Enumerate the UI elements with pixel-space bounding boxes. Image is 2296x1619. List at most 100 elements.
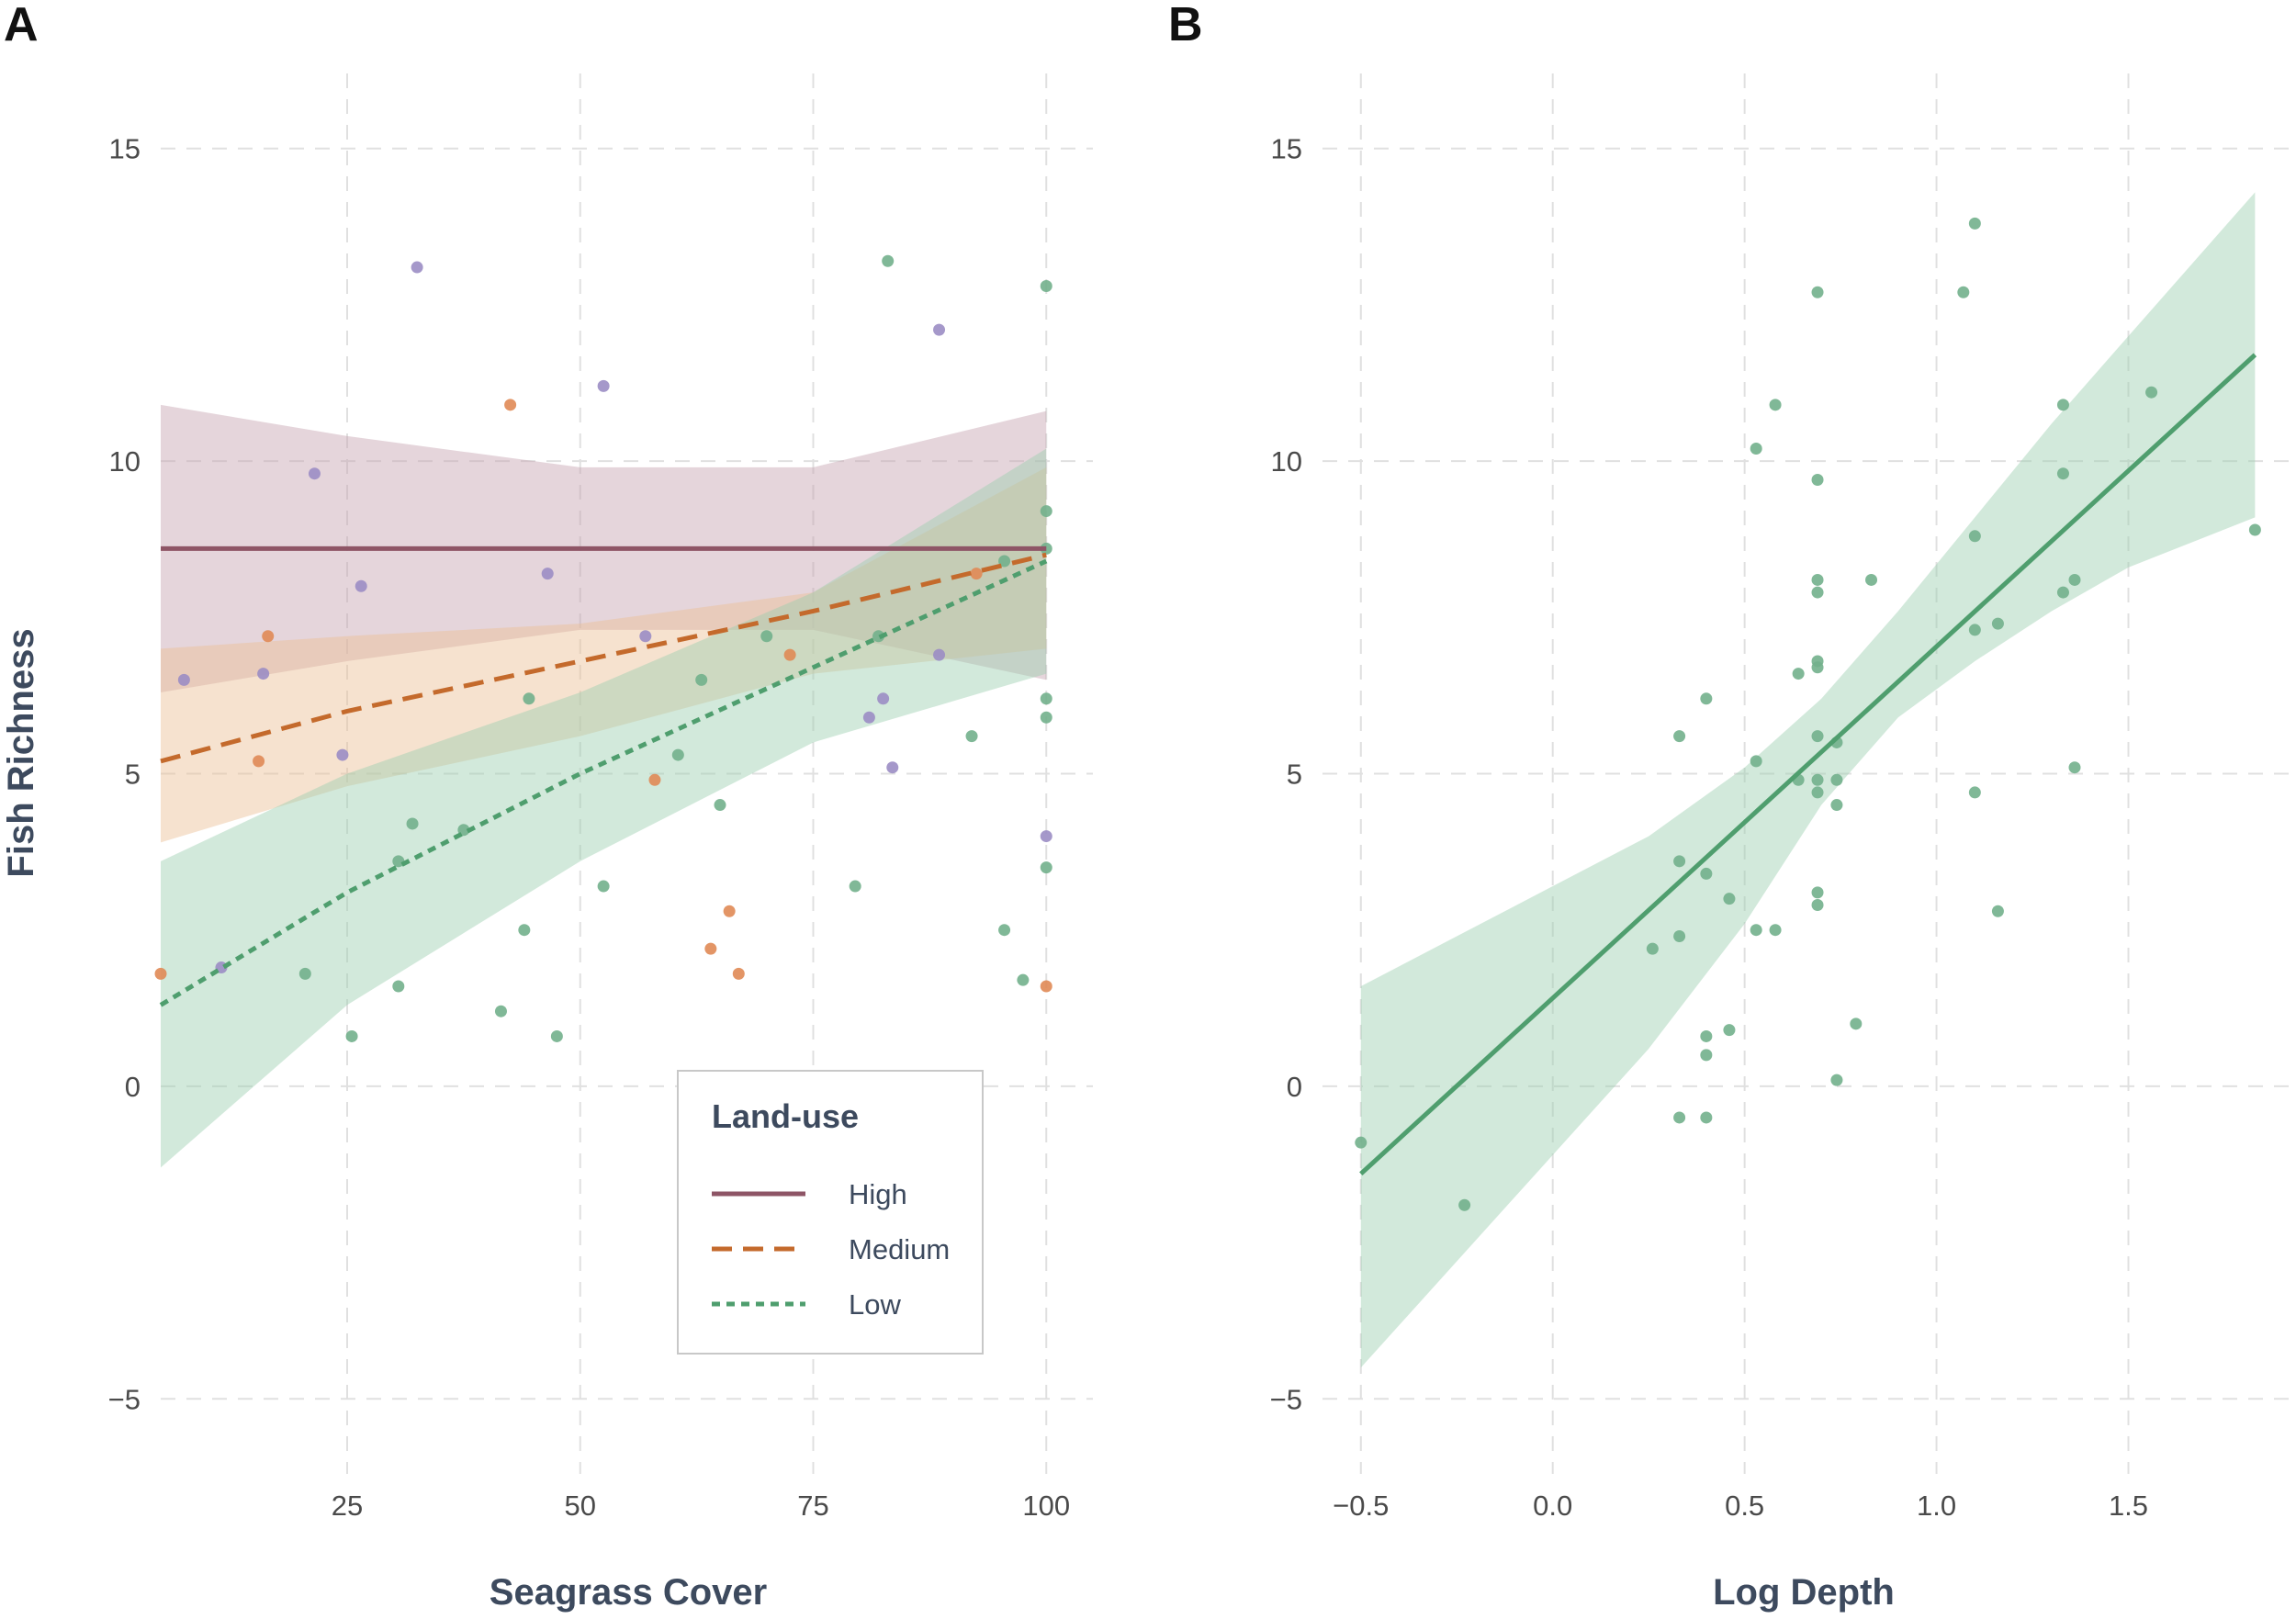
data-point-high (933, 323, 946, 336)
panel-a-confidence-bands (161, 404, 1047, 1168)
y-tick-label: −5 (108, 1383, 141, 1415)
data-point-low (523, 692, 535, 705)
data-point-high (177, 673, 190, 686)
panel-b-fit-line (1359, 353, 2257, 1176)
data-point-log-depth-fit (1811, 573, 1824, 586)
data-point-low (550, 1029, 563, 1042)
data-point-medium (704, 942, 717, 955)
panel-a-label: A (4, 0, 39, 51)
panel-a: A 25 50 75 100 −5 0 5 10 15 Seagrass Cover Fish … (1, 0, 1093, 1613)
data-point-log-depth-fit (1850, 1017, 1863, 1030)
data-point-log-depth-fit (1811, 474, 1824, 487)
data-point-low (1017, 973, 1030, 986)
y-tick-label: 15 (1271, 133, 1302, 165)
y-tick-label: 10 (109, 445, 141, 478)
data-point-log-depth-fit (1968, 217, 1981, 230)
y-tick-label: 15 (109, 133, 141, 165)
data-point-log-depth-fit (1957, 286, 1970, 298)
data-point-log-depth-fit (1968, 786, 1981, 799)
data-point-log-depth-fit (1750, 442, 1762, 455)
ci-band-log-depth-fit (1360, 192, 2256, 1368)
data-point-medium (723, 905, 736, 917)
data-point-log-depth-fit (1968, 530, 1981, 543)
data-point-medium (648, 773, 661, 786)
data-point-low (882, 254, 895, 267)
data-point-medium (504, 399, 517, 411)
data-point-log-depth-fit (1865, 573, 1878, 586)
x-tick-label: 100 (1022, 1490, 1070, 1522)
data-point-medium (253, 755, 265, 768)
data-point-log-depth-fit (1811, 661, 1824, 674)
data-point-log-depth-fit (1750, 755, 1762, 768)
panel-b-label: B (1168, 0, 1203, 51)
data-point-log-depth-fit (1458, 1198, 1471, 1211)
panel-a-gridlines (161, 73, 1093, 1474)
x-tick-label: 1.0 (1917, 1490, 1956, 1522)
panel-b-x-axis-title: Log Depth (1713, 1572, 1895, 1613)
data-point-low (872, 630, 885, 643)
data-point-low (1040, 861, 1052, 874)
legend-label-medium: Medium (849, 1233, 950, 1265)
data-point-low (1040, 505, 1052, 518)
data-point-high (933, 648, 946, 661)
x-tick-label: −0.5 (1333, 1490, 1389, 1522)
data-point-log-depth-fit (1700, 692, 1713, 705)
y-tick-label: 0 (125, 1071, 141, 1103)
data-point-high (308, 467, 321, 480)
data-point-log-depth-fit (1673, 1111, 1686, 1124)
data-point-low (849, 880, 861, 893)
ci-band-low (161, 448, 1047, 1168)
data-point-high (597, 379, 610, 392)
panel-b-tick-labels: −0.5 0.0 0.5 1.0 1.5 −5 0 5 10 15 (1270, 133, 2148, 1522)
data-point-medium (154, 967, 167, 980)
panel-b-gridlines (1322, 73, 2290, 1474)
data-point-log-depth-fit (1700, 1029, 1713, 1042)
legend-label-low: Low (849, 1288, 901, 1321)
panel-a-tick-labels: 25 50 75 100 −5 0 5 10 15 (108, 133, 1070, 1522)
fit-line-log-depth-fit (1359, 353, 2257, 1176)
data-point-log-depth-fit (2056, 399, 2069, 411)
y-tick-label: 5 (1287, 759, 1302, 791)
data-point-log-depth-fit (1673, 855, 1686, 868)
y-tick-label: 10 (1271, 445, 1302, 478)
y-tick-label: 5 (125, 759, 141, 791)
data-point-low (1040, 692, 1052, 705)
data-point-low (998, 924, 1011, 937)
y-tick-label: 0 (1287, 1071, 1302, 1103)
data-point-medium (970, 568, 983, 580)
x-tick-label: 25 (332, 1490, 363, 1522)
data-point-log-depth-fit (1700, 1111, 1713, 1124)
data-point-log-depth-fit (1991, 905, 2004, 917)
data-point-high (862, 711, 875, 724)
data-point-medium (783, 648, 796, 661)
data-point-log-depth-fit (1811, 786, 1824, 799)
data-point-log-depth-fit (1355, 1136, 1367, 1149)
data-point-high (336, 748, 349, 761)
x-tick-label: 0.5 (1725, 1490, 1764, 1522)
data-point-log-depth-fit (2068, 761, 2081, 774)
data-point-log-depth-fit (1811, 898, 1824, 911)
data-point-log-depth-fit (2056, 586, 2069, 599)
data-point-log-depth-fit (1968, 624, 1981, 636)
data-point-low (671, 748, 684, 761)
data-point-log-depth-fit (1792, 668, 1805, 680)
data-point-log-depth-fit (1811, 286, 1824, 298)
data-point-high (877, 692, 890, 705)
data-point-log-depth-fit (1750, 924, 1762, 937)
data-point-low (406, 817, 419, 830)
panel-a-fit-lines (159, 545, 1048, 1007)
fit-line-medium (160, 552, 1047, 764)
data-point-log-depth-fit (1769, 924, 1782, 937)
data-point-low (392, 855, 405, 868)
data-point-log-depth-fit (1723, 893, 1736, 905)
data-point-low (998, 555, 1011, 568)
data-point-low (695, 673, 708, 686)
data-point-high (886, 761, 899, 774)
data-point-log-depth-fit (1673, 930, 1686, 943)
data-point-high (639, 630, 652, 643)
panel-a-data-points (154, 254, 1052, 1042)
panel-b: B −0.5 0.0 0.5 1.0 1.5 −5 0 5 10 15 Log Depth (1168, 0, 2290, 1613)
data-point-low (518, 924, 531, 937)
data-point-medium (1040, 980, 1052, 993)
data-point-low (1040, 279, 1052, 292)
